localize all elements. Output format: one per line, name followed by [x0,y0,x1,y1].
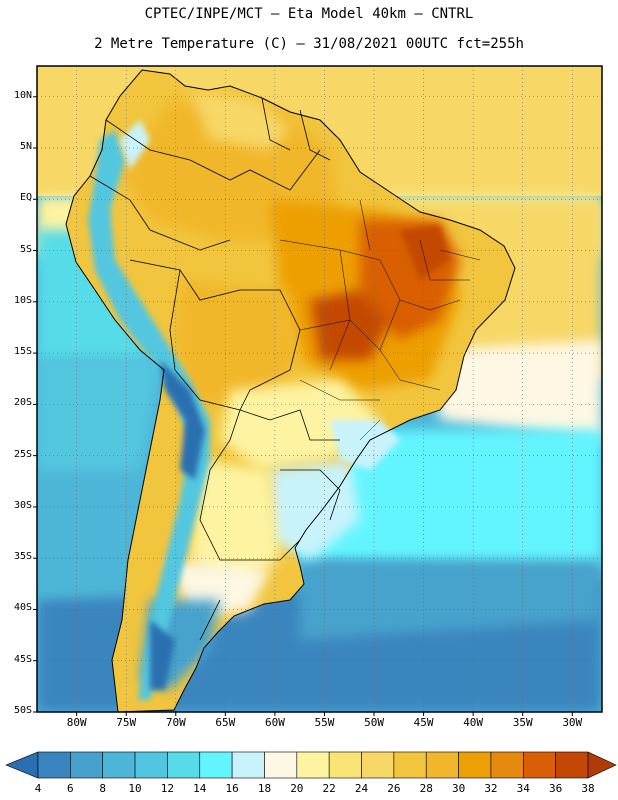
colorbar [5,751,617,779]
state-borders [279,199,481,441]
colorbar-swatch [458,751,492,779]
lat-label: 45S [13,653,32,665]
maranhao-hotspot [400,225,450,280]
lon-label: 30W [562,716,583,729]
patagonian-icefield [150,620,175,690]
colorbar-label: 24 [354,782,369,795]
colorbar-label: 32 [484,782,498,795]
lon-label: 55W [314,716,335,729]
colorbar-swatch [555,751,589,779]
colorbar-swatch [425,751,459,779]
lat-label: 10N [13,89,32,101]
colorbar-swatch [296,751,330,779]
colorbar-swatch [361,751,395,779]
lat-label: 15S [13,346,32,358]
colorbar-swatch [199,751,233,779]
colorbar-swatch [167,751,201,779]
altiplano-cold [160,360,205,480]
colorbar-swatch [393,751,427,779]
lon-label: 35W [512,716,533,729]
serra-cool [330,420,400,470]
colorbar-label: 18 [257,782,272,795]
colorbar-swatch [328,751,362,779]
lon-label: 75W [116,716,137,729]
colorbar-label: 34 [516,782,530,795]
uruguay-cool [270,460,360,560]
axis-ticks [33,96,573,716]
lon-label: 45W [413,716,434,729]
colorbar-swatch [264,751,298,779]
colorbar-min-arrow [5,751,39,779]
colorbar-swatch [37,751,71,779]
lat-label: EQ [19,192,32,204]
andes-cold-ridge [88,130,210,700]
central-hotspot [310,290,390,360]
colorbar-max-arrow [587,751,617,779]
colorbar-swatch [134,751,168,779]
lon-label: 70W [165,716,186,729]
lat-label: 5S [19,243,32,255]
colorbar-swatch [70,751,104,779]
coastline [65,69,516,712]
colorbar-swatch [102,751,136,779]
colorbar-swatch [231,751,265,779]
bolivia-warm [175,280,300,410]
colorbar-swatch [522,751,556,779]
country-borders [89,97,341,641]
lat-label: 30S [13,499,32,511]
temperature-field [37,66,602,712]
lat-label: 25S [13,448,32,460]
colorbar-label: 38 [581,782,595,795]
lat-label: 40S [13,602,32,614]
colorbar-label: 12 [160,782,175,795]
pacific-central [37,360,160,470]
colorbar-label: 28 [419,782,433,795]
lat-label: 10S [13,294,32,306]
lat-label: 5N [19,141,32,153]
map-title-line2: 2 Metre Temperature (C) – 31/08/2021 00U… [94,36,524,52]
colorbar-label: 8 [99,782,107,795]
pampas-mild [190,460,280,590]
atlantic-south-mid [300,560,602,640]
lon-label: 60W [264,716,285,729]
colorbar-label: 10 [128,782,142,795]
colorbar-label: 22 [322,782,336,795]
lat-label: 35S [13,551,32,563]
lon-label: 50W [364,716,384,729]
map-frame [36,65,603,713]
lon-label: 40W [463,716,484,729]
colorbar-label: 20 [290,782,304,795]
colorbar-label: 6 [67,782,74,795]
map-title-line1: CPTEC/INPE/MCT – Eta Model 40km – CNTRL [144,6,474,22]
lat-label: 20S [13,397,32,409]
colorbar-label: 16 [225,782,239,795]
guiana-mild [190,90,290,150]
lon-label: 80W [66,716,87,729]
colorbar-label: 26 [387,782,401,795]
lon-label: 65W [215,716,236,729]
colorbar-label: 14 [193,782,207,795]
colorbar-label: 4 [34,782,42,795]
colorbar-label: 30 [451,782,466,795]
colombia-andes [120,120,150,170]
colorbar-swatch [490,751,524,779]
colorbar-label: 36 [549,782,563,795]
lat-label: 50S [13,705,32,716]
